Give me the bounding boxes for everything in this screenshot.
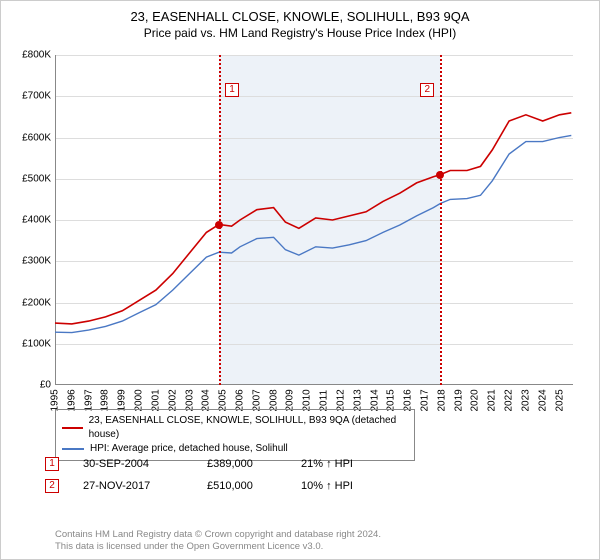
x-tick-label: 2023 (520, 389, 531, 411)
x-tick-label: 2024 (537, 389, 548, 411)
footer: Contains HM Land Registry data © Crown c… (55, 529, 381, 553)
y-tick-label: £200K (11, 297, 51, 308)
y-tick-label: £600K (11, 132, 51, 143)
table-row: 2 27-NOV-2017 £510,000 10% ↑ HPI (45, 475, 381, 497)
series-subject (55, 113, 571, 324)
legend-item: 23, EASENHALL CLOSE, KNOWLE, SOLIHULL, B… (62, 414, 408, 442)
legend-label: 23, EASENHALL CLOSE, KNOWLE, SOLIHULL, B… (89, 414, 408, 442)
transaction-date: 27-NOV-2017 (83, 480, 183, 492)
chart-title: 23, EASENHALL CLOSE, KNOWLE, SOLIHULL, B… (13, 9, 587, 24)
transaction-marker-icon: 2 (45, 479, 59, 493)
transaction-marker-icon: 1 (45, 457, 59, 471)
x-tick-label: 2020 (470, 389, 481, 411)
y-tick-label: £800K (11, 50, 51, 61)
y-tick-label: £400K (11, 215, 51, 226)
legend-swatch (62, 427, 83, 429)
reference-marker-2: 2 (420, 83, 434, 97)
transaction-delta: 21% ↑ HPI (301, 458, 381, 470)
chart-container: 23, EASENHALL CLOSE, KNOWLE, SOLIHULL, B… (0, 0, 600, 560)
price-marker-dot (436, 171, 444, 179)
transaction-date: 30-SEP-2004 (83, 458, 183, 470)
series-hpi (55, 135, 571, 332)
x-tick-label: 2019 (453, 389, 464, 411)
y-tick-label: £0 (11, 380, 51, 391)
footer-line: Contains HM Land Registry data © Crown c… (55, 529, 381, 541)
legend-swatch (62, 448, 84, 450)
x-tick-label: 2022 (504, 389, 515, 411)
footer-line: This data is licensed under the Open Gov… (55, 541, 381, 553)
transaction-delta: 10% ↑ HPI (301, 480, 381, 492)
table-row: 1 30-SEP-2004 £389,000 21% ↑ HPI (45, 453, 381, 475)
transaction-price: £389,000 (207, 458, 277, 470)
reference-marker-1: 1 (225, 83, 239, 97)
x-tick-label: 2018 (436, 389, 447, 411)
y-tick-label: £300K (11, 256, 51, 267)
chart-subtitle: Price paid vs. HM Land Registry's House … (13, 26, 587, 40)
transaction-table: 1 30-SEP-2004 £389,000 21% ↑ HPI 2 27-NO… (45, 453, 381, 497)
x-tick-label: 2025 (554, 389, 565, 411)
x-tick-label: 2017 (420, 389, 431, 411)
price-marker-dot (215, 221, 223, 229)
line-series-svg (55, 55, 573, 385)
y-tick-label: £100K (11, 338, 51, 349)
x-tick-label: 2021 (487, 389, 498, 411)
y-tick-label: £700K (11, 91, 51, 102)
transaction-price: £510,000 (207, 480, 277, 492)
chart-area: 12 £0£100K£200K£300K£400K£500K£600K£700K… (55, 55, 573, 385)
y-tick-label: £500K (11, 173, 51, 184)
